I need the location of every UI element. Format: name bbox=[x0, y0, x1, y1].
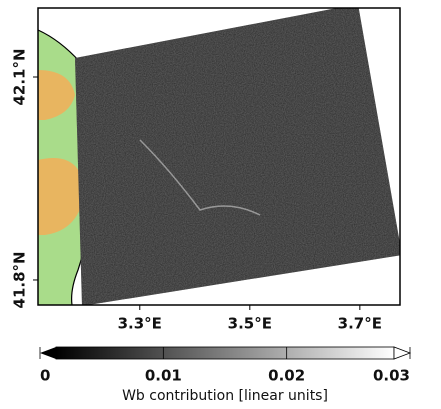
map-area bbox=[38, 4, 402, 306]
colorbar: Wb contribution [linear units] bbox=[40, 347, 410, 404]
y-tick-label: 41.8°N bbox=[11, 251, 29, 308]
figure: Wb contribution [linear units] 3.3°E 3.5°… bbox=[0, 0, 441, 409]
x-tick-label: 3.3°E bbox=[118, 315, 162, 333]
colorbar-arrow bbox=[40, 347, 56, 359]
x-tick-label: 3.5°E bbox=[228, 315, 272, 333]
colorbar-arrow bbox=[394, 347, 410, 359]
x-tick-label: 3.7°E bbox=[338, 315, 382, 333]
colorbar-label: Wb contribution [linear units] bbox=[122, 388, 328, 404]
colorbar-tick-label: 0.01 bbox=[145, 367, 182, 385]
colorbar-tick-label: 0 bbox=[40, 367, 50, 385]
colorbar-tick-label: 0.03 bbox=[373, 367, 410, 385]
colorbar-body bbox=[56, 347, 394, 359]
y-tick-label: 42.1°N bbox=[11, 48, 29, 105]
colorbar-tick-label: 0.02 bbox=[268, 367, 305, 385]
sar-texture bbox=[75, 4, 402, 306]
